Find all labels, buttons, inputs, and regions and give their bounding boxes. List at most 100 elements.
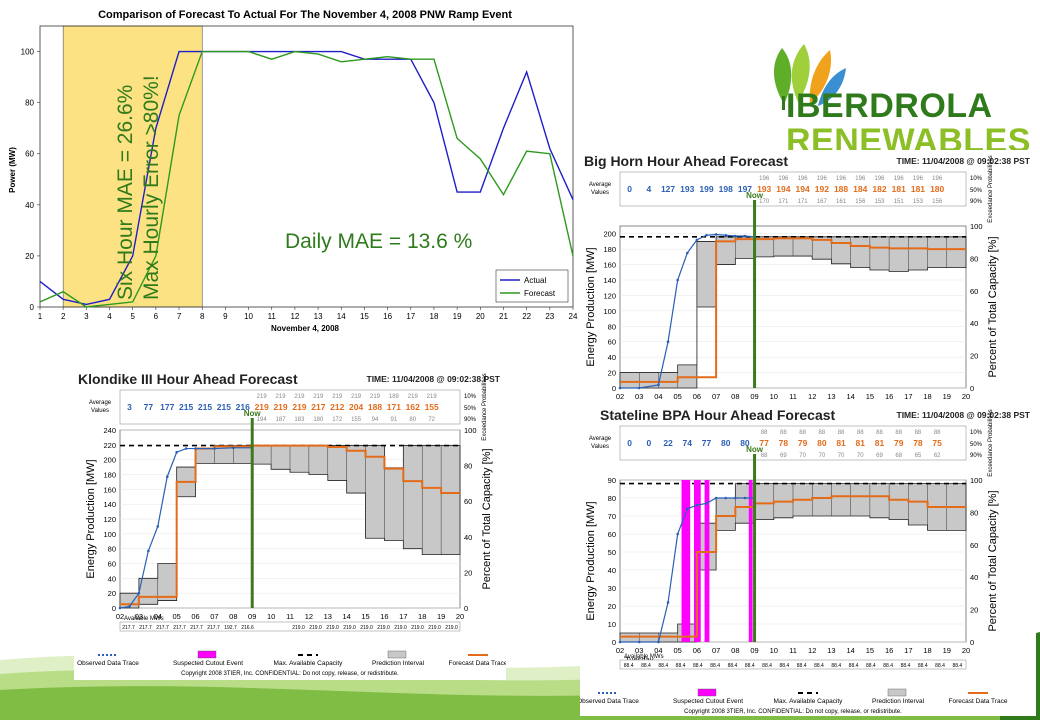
avg-label-2: Values <box>591 190 609 196</box>
exceedance-label: Exceedance Probabilities <box>988 155 994 222</box>
ramp-highlight-region <box>62 25 203 308</box>
legend-label-maxcap: Max. Available Capacity <box>774 698 844 705</box>
observed-point <box>118 606 122 610</box>
copyright-text: Copyright 2008 3TIER, Inc. CONFIDENTIAL:… <box>684 709 902 715</box>
p90-value: 156 <box>855 199 866 205</box>
legend-label-forecast: Forecast Data Trace <box>449 660 506 667</box>
p10-value: 219 <box>332 394 343 400</box>
available-value: 88.4 <box>901 663 911 669</box>
p10-value: 196 <box>817 176 828 182</box>
daily-mae-annotation: Daily MAE = 13.6 % <box>285 230 472 253</box>
observed-point <box>685 507 689 511</box>
x-tick-label: 07 <box>712 392 720 401</box>
p10-value: 88 <box>761 430 768 436</box>
x-tick-label: 16 <box>885 646 893 655</box>
y2-tick-label: 0 <box>464 604 468 613</box>
observed-point <box>637 386 641 390</box>
x-tick-label: 11 <box>286 612 294 621</box>
available-value: 88.4 <box>831 663 841 669</box>
y-tick-label: 160 <box>103 485 116 494</box>
legend-swatch <box>697 688 717 697</box>
y-tick-label: 20 <box>608 369 616 378</box>
x-tick-label: 11 <box>789 392 797 401</box>
p10-value: 88 <box>818 430 825 436</box>
y2-tick-label: 80 <box>970 254 978 263</box>
y-tick-label: 0 <box>612 384 616 393</box>
p50-value: 193 <box>757 184 771 194</box>
p50-value: 180 <box>930 184 944 194</box>
main-chart-annotations: Six Hour MAE = 26.6% Max Hourly Error >8… <box>114 75 472 300</box>
x-tick-label: 15 <box>361 612 369 621</box>
x-tick-label: 09 <box>750 392 758 401</box>
x-axis-label: Tuesday <box>625 655 654 664</box>
y-tick-label: 180 <box>603 245 616 254</box>
p50-value: 162 <box>406 402 420 412</box>
observed-value: 80 <box>740 438 750 448</box>
panel-title: Klondike III Hour Ahead Forecast <box>78 371 298 387</box>
observed-point <box>705 233 708 237</box>
p90-value: 62 <box>934 453 941 459</box>
p50-value: 188 <box>368 402 382 412</box>
y-tick-label: 100 <box>103 530 116 539</box>
y-tick-label: 220 <box>103 441 116 450</box>
x-tick-label: 23 <box>545 312 554 321</box>
observed-point <box>165 475 169 479</box>
p90-value: 151 <box>894 199 905 205</box>
available-value: 192.7 <box>224 625 237 631</box>
header-table <box>119 389 461 425</box>
p90-value: 183 <box>294 417 305 423</box>
p90-value: 180 <box>313 417 324 423</box>
cutout-event <box>681 480 691 642</box>
y-tick-label: 40 <box>25 201 34 210</box>
p90-value: 156 <box>932 199 943 205</box>
y-tick-label: 240 <box>103 426 116 435</box>
available-value: 88.4 <box>883 663 893 669</box>
p10-label: 10% <box>970 430 983 436</box>
available-value: 88.4 <box>849 663 859 669</box>
p50-value: 81 <box>875 438 885 448</box>
x-tick-label: 13 <box>827 392 835 401</box>
six-hour-mae-annotation: Six Hour MAE = 26.6% <box>114 85 137 300</box>
x-tick-label: 8 <box>200 312 205 321</box>
x-tick-label: 20 <box>962 392 970 401</box>
available-value: 88.4 <box>779 663 789 669</box>
observed-value: 0 <box>627 438 632 448</box>
y-tick-label: 60 <box>108 560 116 569</box>
p50-value: 188 <box>834 184 848 194</box>
p10-value: 88 <box>780 430 787 436</box>
y-tick-label: 0 <box>612 638 616 647</box>
x-tick-label: 16 <box>885 392 893 401</box>
available-value: 88.4 <box>935 663 945 669</box>
x-tick-label: 11 <box>789 646 797 655</box>
p50-value: 219 <box>292 402 306 412</box>
legend-label-cutout: Suspected Cutout Event <box>673 698 743 705</box>
x-tick-label: 24 <box>569 312 578 321</box>
x-tick-label: 16 <box>383 312 392 321</box>
legend-label-forecast: Forecast <box>524 289 556 298</box>
p90-label: 90% <box>970 453 983 459</box>
p90-value: 171 <box>798 199 809 205</box>
x-tick-label: 4 <box>107 312 112 321</box>
observed-value: 193 <box>680 184 694 194</box>
observed-point <box>232 446 235 450</box>
available-value: 88.4 <box>745 663 755 669</box>
x-tick-label: 04 <box>654 646 662 655</box>
p90-value: 172 <box>332 417 343 423</box>
y2-tick-label: 40 <box>970 319 978 328</box>
available-value: 219.0 <box>428 625 441 631</box>
observed-value: 215 <box>179 402 193 412</box>
y-tick-label: 20 <box>108 589 116 598</box>
x-tick-label: 13 <box>324 612 332 621</box>
legend-label-actual: Actual <box>524 276 546 285</box>
max-hourly-error-annotation: Max Hourly Error >80%! <box>140 75 163 300</box>
observed-point <box>147 549 150 553</box>
p50-value: 212 <box>330 402 344 412</box>
y-tick-label: 80 <box>608 322 616 331</box>
available-value: 219.0 <box>411 625 424 631</box>
y-axis-label: Energy Production [MW] <box>585 501 597 620</box>
x-tick-label: 6 <box>154 312 159 321</box>
p50-value: 79 <box>798 438 808 448</box>
observed-point <box>705 502 708 505</box>
p50-label: 50% <box>970 188 983 194</box>
x-tick-label: 2 <box>61 312 66 321</box>
